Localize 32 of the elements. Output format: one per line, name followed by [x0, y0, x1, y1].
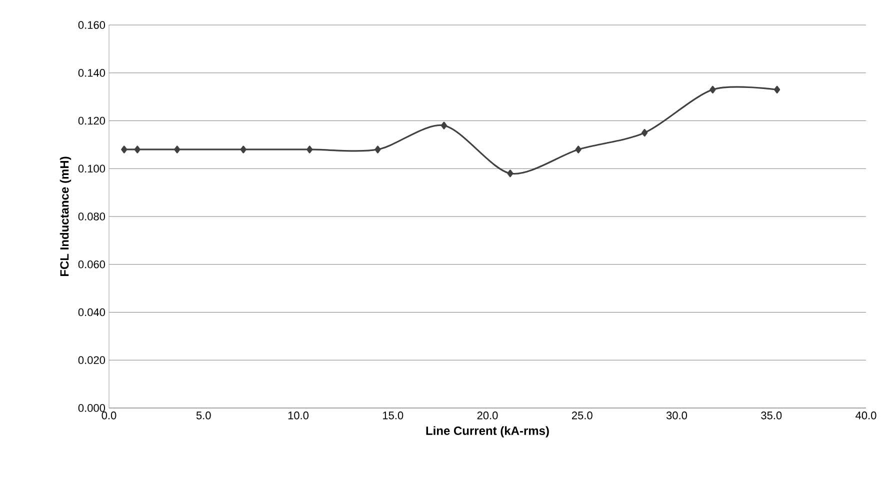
point	[710, 86, 716, 94]
point	[507, 170, 514, 178]
y-tick-label: 0.040	[78, 308, 106, 316]
y-tick-label: 0.080	[78, 212, 106, 220]
point	[306, 146, 313, 154]
y-tick-label: 0.020	[78, 356, 106, 364]
point	[134, 146, 140, 154]
point	[575, 146, 582, 154]
point	[240, 146, 246, 154]
point	[374, 146, 381, 154]
point	[642, 128, 648, 137]
y-tick-label: 0.100	[78, 164, 106, 173]
y-tick-label: 0.060	[78, 260, 106, 268]
point	[174, 146, 180, 154]
y-tick-label: 0.000	[78, 404, 106, 412]
point	[121, 146, 128, 154]
x-tick-label: 10.0	[288, 412, 309, 420]
x-tick-label: 20.0	[477, 412, 498, 420]
x-tick-label: 30.0	[666, 412, 688, 420]
point	[440, 122, 448, 130]
point	[774, 86, 780, 94]
y-tick-label: 0.120	[78, 116, 106, 125]
y-tick-label: 0.160	[78, 21, 106, 29]
x-tick-label: 0.0	[102, 412, 116, 420]
y-axis-title: FCL Inductance (mH)	[60, 156, 72, 276]
x-axis-title: Line Current (kA-rms)	[426, 426, 549, 438]
x-tick-label: 40.0	[856, 412, 876, 420]
x-tick-label: 25.0	[572, 412, 592, 420]
x-tick-label: 15.0	[383, 412, 404, 420]
x-tick-label: 5.0	[196, 412, 211, 420]
x-tick-label: 35.0	[761, 412, 782, 420]
y-tick-label: 0.140	[78, 68, 106, 77]
